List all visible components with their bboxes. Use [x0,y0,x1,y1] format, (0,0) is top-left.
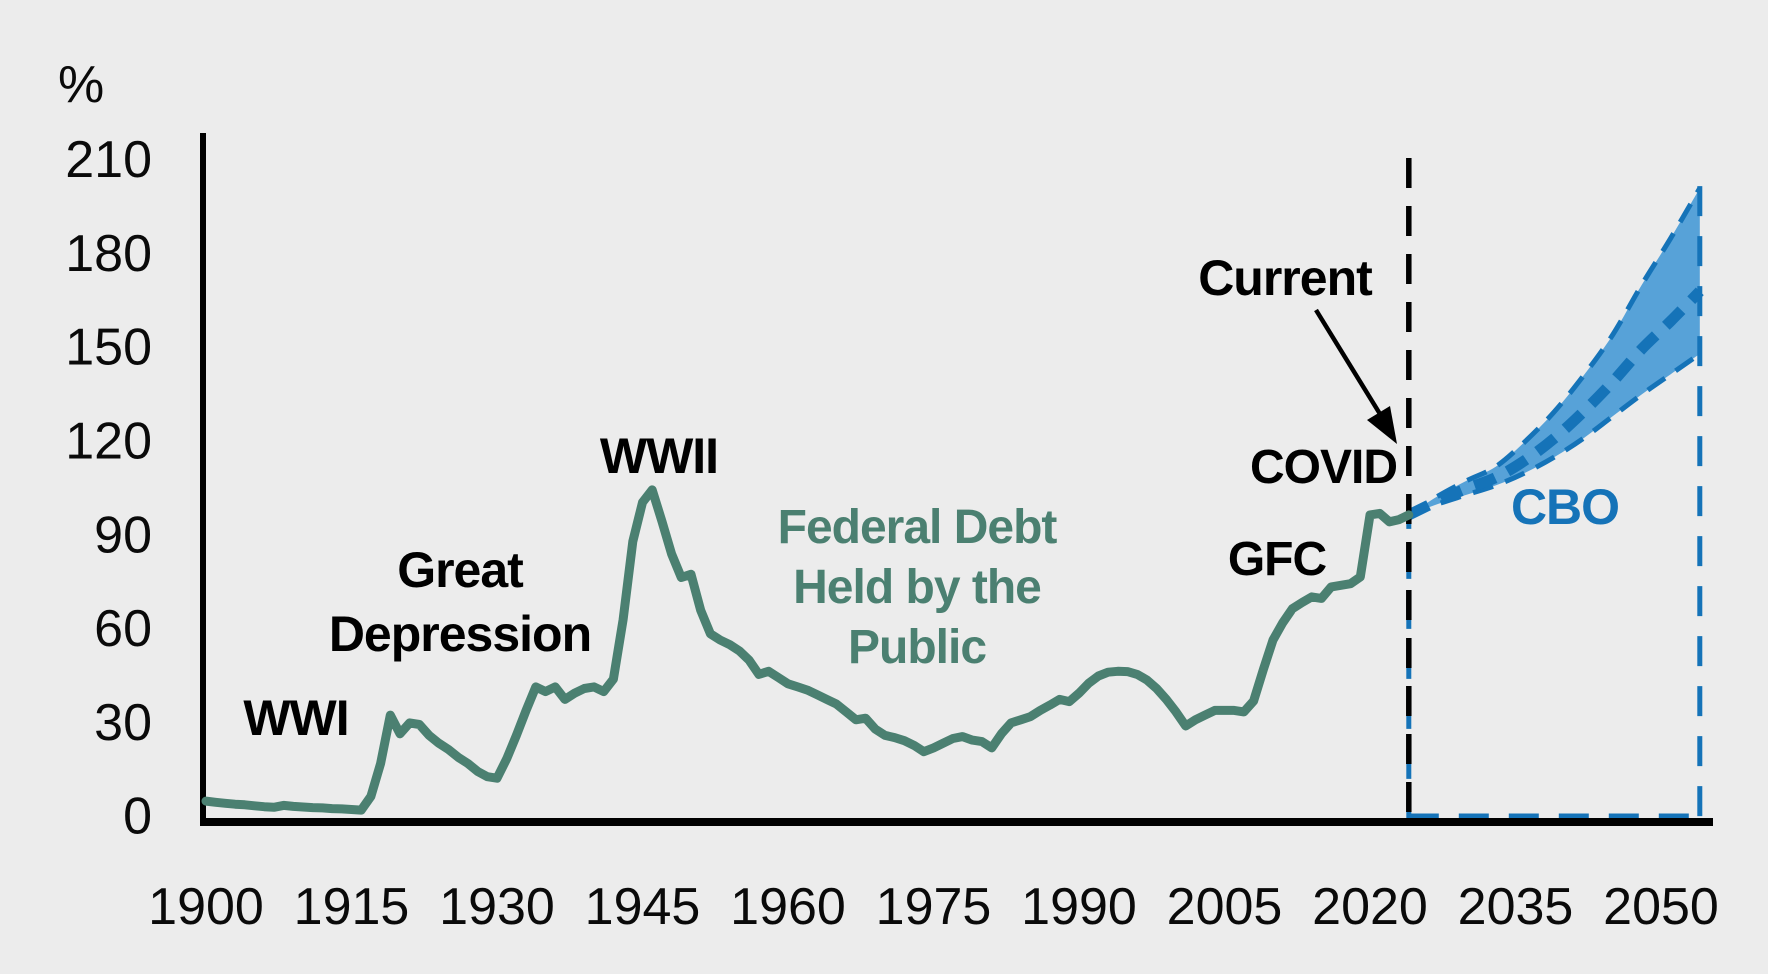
y-tick-label: 60 [94,600,152,658]
y-tick-label: 150 [65,319,152,377]
y-tick-label: 210 [65,131,152,189]
annotation-gfc: GFC [1227,533,1327,586]
x-tick-label: 2050 [1603,878,1719,936]
x-tick-label: 2005 [1167,878,1283,936]
cbo-central-projection-line [1406,287,1704,520]
cbo-band-fill [1408,188,1700,515]
annotation-great-depression: Great Depression [328,542,592,662]
x-tick-label: 1900 [148,878,264,936]
y-tick-label: 0 [123,788,152,846]
annotation-wwii: WWII [599,428,719,484]
cbo-band-upper-border [1407,186,1702,518]
annotation-series-label: Federal Debt Held by the Public [777,501,1058,674]
x-tick-label: 1975 [876,878,992,936]
annotation-covid: COVID [1249,441,1398,494]
y-tick-label: 30 [94,694,152,752]
x-tick-label: 1915 [294,878,410,936]
annotation-cbo: CBO [1510,479,1620,535]
current-arrowhead-icon [1367,406,1397,444]
history-line [201,485,1414,815]
current-arrow [1314,308,1382,416]
x-tick-label: 1960 [730,878,846,936]
y-tick-label: 180 [65,225,152,283]
x-tick-label: 1930 [439,878,555,936]
annotation-current: Current [1198,250,1373,306]
x-tick-label: 2020 [1312,878,1428,936]
x-tick-label: 2035 [1458,878,1574,936]
x-tick-label: 1990 [1021,878,1137,936]
y-tick-label: 90 [94,506,152,564]
annotation-wwi: WWI [243,690,349,746]
y-axis-unit-label: % [58,56,105,114]
x-tick-label: 1945 [585,878,701,936]
y-tick-label: 120 [65,412,152,470]
